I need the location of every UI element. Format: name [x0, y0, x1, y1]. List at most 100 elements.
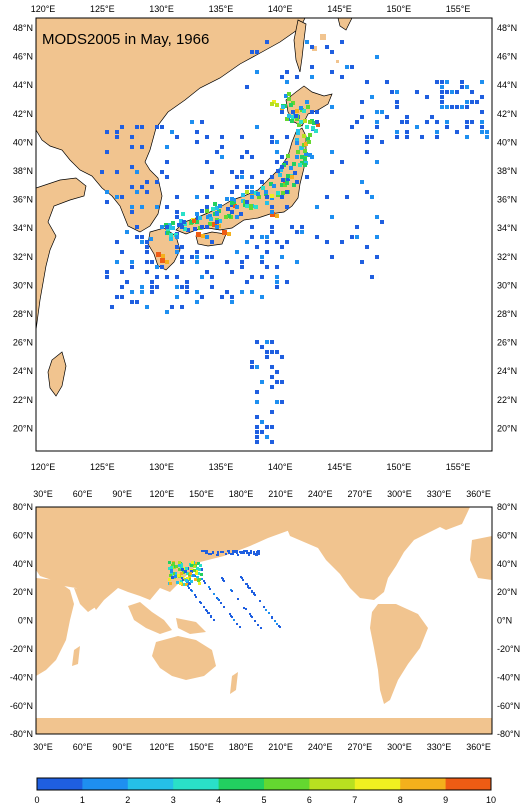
- obs-cell: [255, 554, 257, 556]
- obs-cell: [165, 260, 169, 264]
- obs-cell: [208, 553, 210, 555]
- obs-cell: [208, 214, 212, 218]
- obs-cell: [198, 568, 201, 571]
- obs-cell: [295, 141, 299, 145]
- obs-cell: [115, 260, 119, 264]
- lat-label-right: 20°N: [497, 587, 517, 597]
- obs-cell: [310, 45, 314, 49]
- lat-label-left: 20°N: [13, 423, 33, 433]
- obs-cell: [237, 598, 239, 600]
- obs-cell: [365, 140, 369, 144]
- obs-cell: [220, 155, 224, 159]
- obs-cell: [455, 130, 459, 134]
- lat-label-left: -40°N: [10, 672, 33, 682]
- obs-cell: [440, 85, 444, 89]
- obs-cell: [350, 235, 354, 239]
- lat-label-left: 80°N: [13, 502, 33, 512]
- obs-cell: [276, 169, 280, 173]
- obs-cell: [280, 380, 284, 384]
- obs-cell: [365, 135, 369, 139]
- obs-cell: [255, 245, 259, 249]
- obs-cell: [330, 105, 334, 109]
- obs-cell: [365, 150, 369, 154]
- obs-cell: [200, 602, 202, 604]
- obs-cell: [485, 130, 489, 134]
- lat-label-left: -80°N: [10, 729, 33, 739]
- obs-cell: [268, 612, 270, 614]
- obs-cell: [270, 194, 274, 198]
- obs-cell: [192, 574, 195, 577]
- lon-label-bottom: 120°E: [31, 462, 56, 472]
- obs-cell: [291, 110, 295, 114]
- obs-cell: [210, 170, 214, 174]
- obs-cell: [105, 190, 109, 194]
- obs-cell: [295, 75, 299, 79]
- obs-cell: [270, 135, 274, 139]
- lat-label-right: 24°N: [497, 366, 517, 376]
- obs-cell: [330, 50, 334, 54]
- obs-cell: [245, 583, 247, 585]
- obs-cell: [310, 110, 314, 114]
- obs-cell: [195, 562, 198, 565]
- obs-cell: [180, 572, 183, 575]
- obs-cell: [160, 170, 164, 174]
- obs-cell: [299, 120, 303, 124]
- obs-cell: [149, 237, 153, 241]
- lon-label-bottom: 210°E: [268, 742, 293, 752]
- obs-cell: [280, 355, 284, 359]
- obs-cell: [350, 65, 354, 69]
- obs-cell: [170, 566, 173, 569]
- obs-cell: [235, 250, 239, 254]
- obs-cell: [226, 207, 230, 211]
- obs-cell: [275, 280, 279, 284]
- obs-cell: [165, 225, 169, 229]
- obs-cell: [115, 130, 119, 134]
- obs-cell: [195, 572, 198, 575]
- obs-cell: [405, 135, 409, 139]
- lat-label-left: 30°N: [13, 280, 33, 290]
- obs-cell: [275, 160, 279, 164]
- lat-label-right: 60°N: [497, 530, 517, 540]
- obs-cell: [176, 581, 179, 584]
- obs-cell: [200, 225, 204, 229]
- obs-cell: [188, 587, 190, 589]
- obs-cell: [195, 255, 199, 259]
- obs-cell: [240, 551, 242, 553]
- obs-cell: [120, 250, 124, 254]
- obs-cell: [201, 550, 203, 552]
- obs-cell: [251, 616, 253, 618]
- obs-cell: [178, 568, 181, 571]
- obs-cell: [270, 350, 274, 354]
- obs-cell: [248, 587, 250, 589]
- obs-cell: [460, 80, 464, 84]
- obs-cell: [250, 225, 254, 229]
- obs-cell: [205, 255, 209, 259]
- obs-cell: [250, 195, 254, 199]
- obs-cell: [230, 197, 234, 201]
- obs-cell: [470, 100, 474, 104]
- obs-cell: [385, 115, 389, 119]
- obs-cell: [255, 435, 259, 439]
- obs-cell: [370, 195, 374, 199]
- obs-cell: [225, 197, 229, 201]
- obs-cell: [304, 142, 308, 146]
- obs-cell: [260, 420, 264, 424]
- obs-cell: [225, 290, 229, 294]
- obs-cell: [243, 550, 245, 552]
- obs-cell: [145, 260, 149, 264]
- obs-cell: [270, 210, 274, 214]
- obs-cell: [315, 235, 319, 239]
- obs-cell: [275, 150, 279, 154]
- obs-cell: [229, 613, 231, 615]
- obs-cell: [355, 120, 359, 124]
- obs-cell: [180, 566, 183, 569]
- obs-cell: [217, 598, 219, 600]
- lat-label-left: 34°N: [13, 223, 33, 233]
- obs-cell: [260, 430, 264, 434]
- lon-label-top: 130°E: [149, 4, 174, 14]
- obs-cell: [275, 285, 279, 289]
- lon-label-bottom: 60°E: [73, 742, 93, 752]
- obs-cell: [140, 145, 144, 149]
- obs-cell: [174, 572, 177, 575]
- obs-cell: [260, 295, 264, 299]
